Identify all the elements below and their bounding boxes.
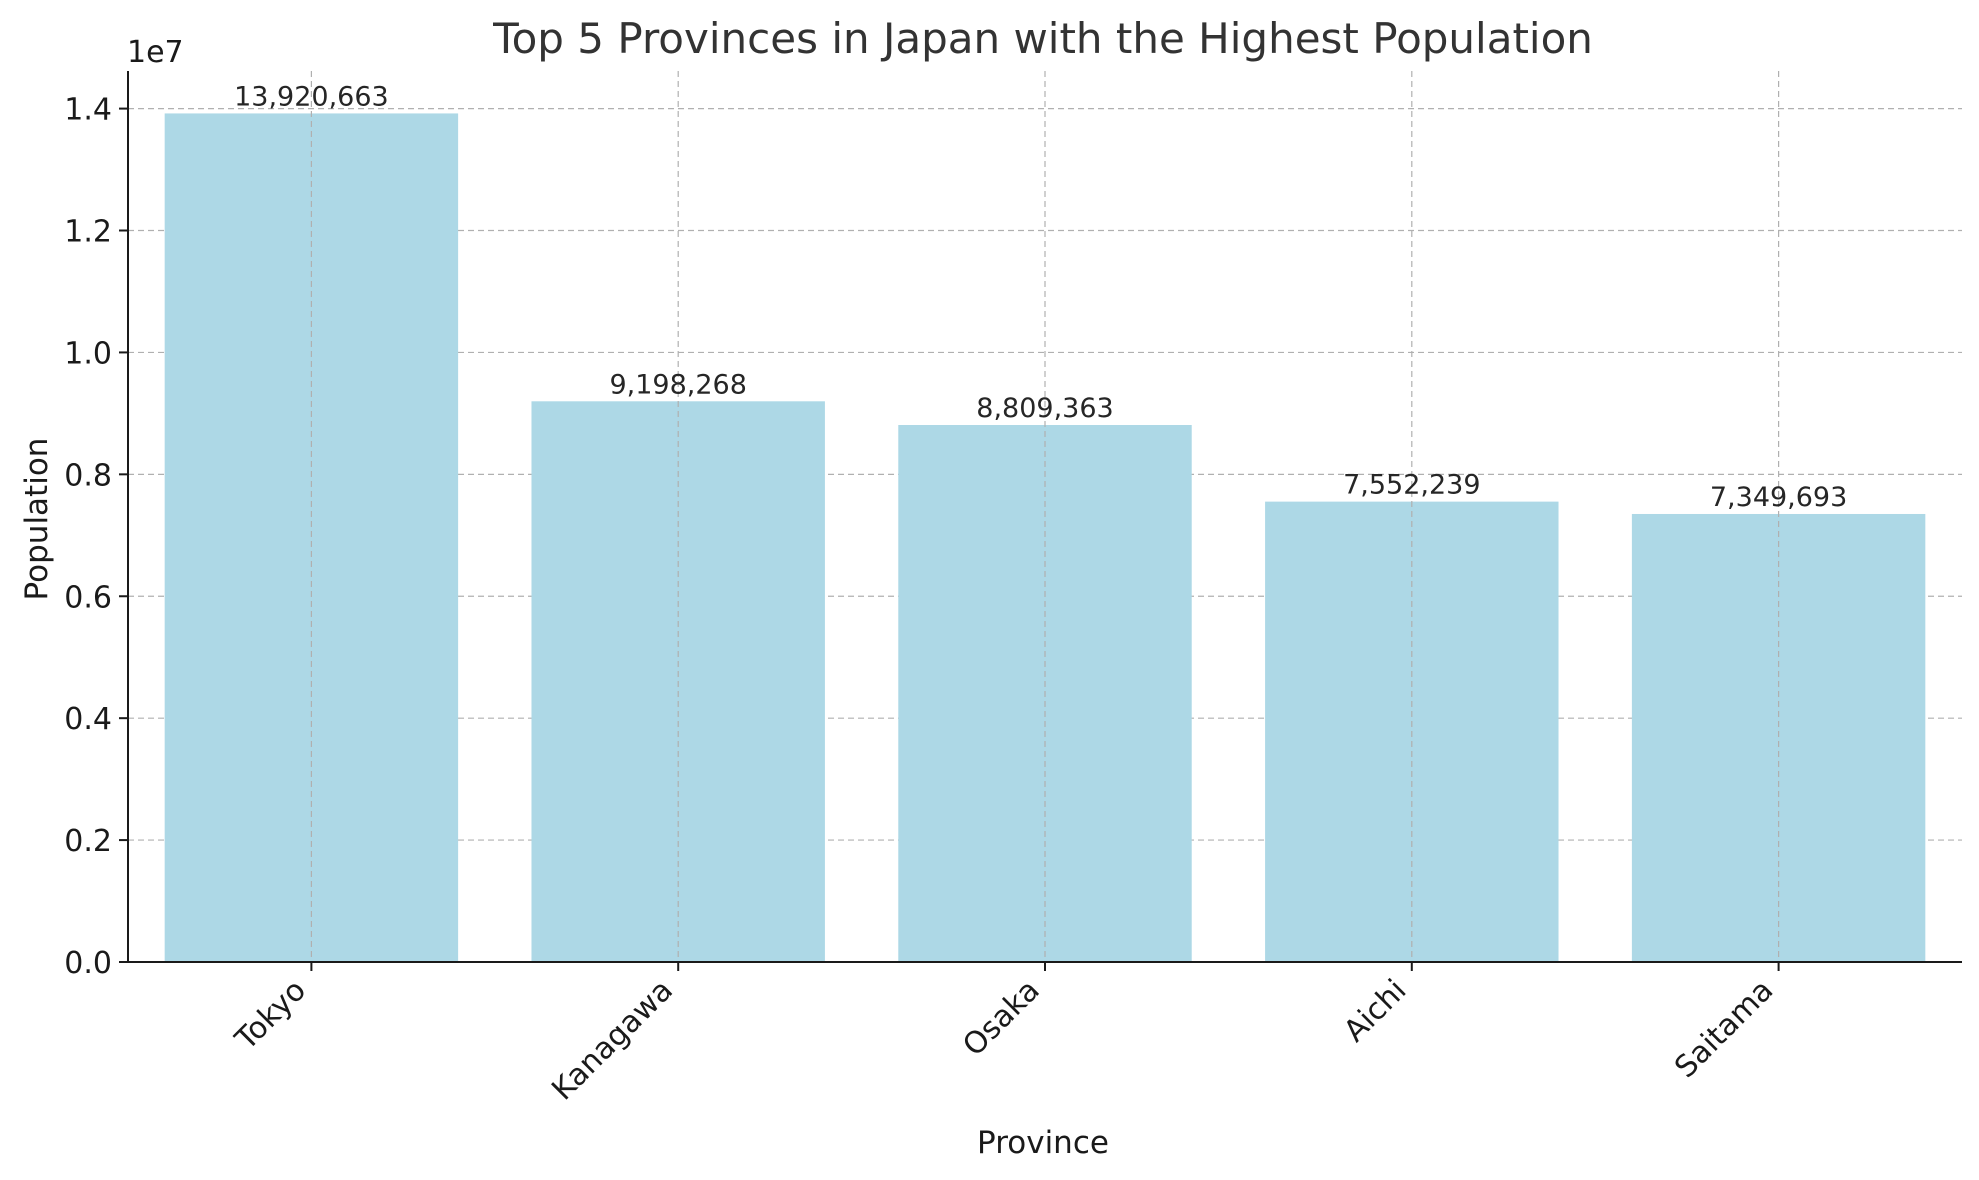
x-tick-label: Aichi: [1337, 973, 1413, 1049]
y-tick-label: 1.4: [64, 93, 112, 128]
bar-value-label: 7,552,239: [1343, 470, 1480, 501]
x-tick-label: Tokyo: [228, 973, 313, 1058]
y-axis-offset-label: 1e7: [127, 35, 184, 70]
y-ticks: 0.0 0.2 0.4 0.6 0.8 1.0 1.2 1.4: [64, 93, 128, 981]
x-tick-label: Saitama: [1668, 973, 1780, 1085]
y-tick-label: 0.4: [64, 702, 112, 737]
bar-value-label: 9,198,268: [609, 369, 746, 400]
x-axis-title: Province: [977, 1125, 1109, 1161]
x-ticks: Tokyo Kanagawa Osaka Aichi Saitama: [228, 962, 1780, 1107]
y-tick-label: 0.8: [64, 458, 112, 493]
bar-saitama: [1631, 513, 1926, 962]
y-tick-label: 0.0: [64, 946, 112, 981]
vertical-grid-lines: [310, 71, 1780, 962]
y-tick-label: 0.2: [64, 824, 112, 859]
x-tick-label: Kanagawa: [545, 973, 680, 1108]
y-tick-label: 1.2: [64, 215, 112, 250]
bar-value-label: 8,809,363: [976, 393, 1113, 424]
chart-title: Top 5 Provinces in Japan with the Highes…: [492, 14, 1593, 63]
bar-value-label: 13,920,663: [234, 81, 389, 112]
bar-value-label: 7,349,693: [1710, 482, 1847, 513]
x-tick-label: Osaka: [956, 973, 1046, 1063]
data-labels: 13,920,663 9,198,268 8,809,363 7,552,239 7,3…: [234, 81, 1847, 513]
y-tick-label: 0.6: [64, 580, 112, 615]
y-axis-title: Population: [19, 438, 55, 601]
y-tick-label: 1.0: [64, 336, 112, 371]
